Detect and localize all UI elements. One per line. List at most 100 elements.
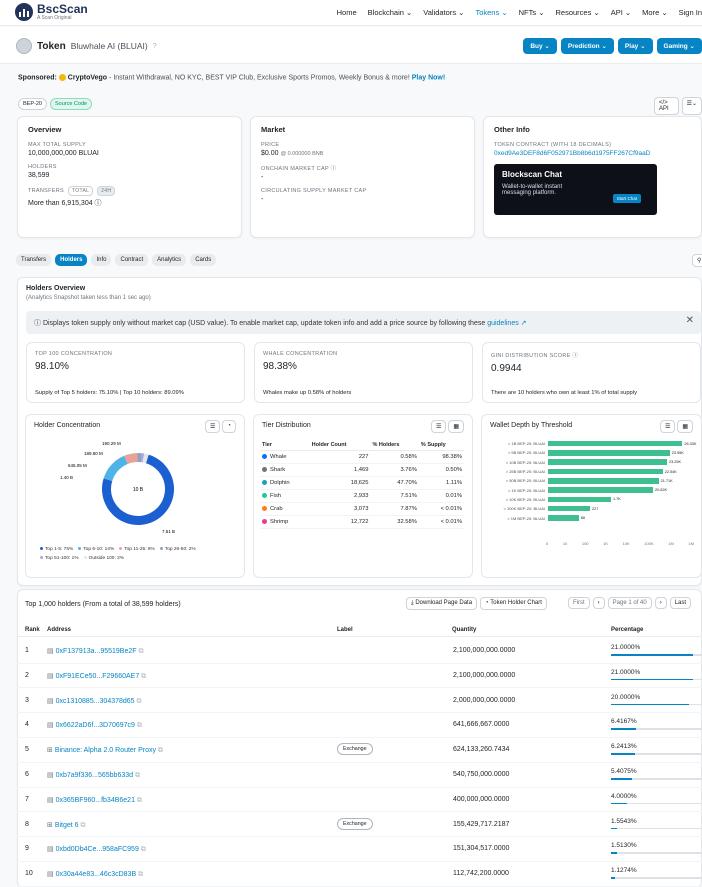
tab-total[interactable]: TOTAL: [68, 186, 94, 196]
depth-bar-row[interactable]: > 100K BEP-20: BLUAI 227: [492, 504, 697, 513]
more-options-button[interactable]: ☰⌄: [681, 97, 702, 115]
tab-cards[interactable]: Cards: [190, 254, 217, 266]
guidelines-link[interactable]: guidelines ↗: [487, 320, 527, 327]
nav-item-7[interactable]: More ⌄: [642, 8, 668, 17]
cryptovego-icon: [58, 74, 66, 81]
donut-slice[interactable]: [103, 455, 128, 482]
api-button[interactable]: </> API: [654, 97, 679, 115]
nav-item-0[interactable]: Home: [336, 8, 357, 17]
copy-icon[interactable]: ⧉: [134, 722, 142, 730]
depth-bar-row[interactable]: > 10K BEP-20: BLUAI 1.7K: [492, 495, 697, 504]
percentage-bar: [611, 802, 702, 805]
copy-icon[interactable]: ⧉: [78, 821, 86, 829]
legend-item[interactable]: Top 11-25: 6%: [119, 547, 155, 552]
holders-column-header: Address: [47, 627, 72, 633]
help-icon[interactable]: ?: [152, 42, 157, 50]
sponsored-banner: Sponsored: CryptoVego - Instant Withdraw…: [18, 74, 445, 81]
sponsored-brand[interactable]: CryptoVego: [67, 74, 108, 82]
holder-address[interactable]: ⊞ Bitget 6 ⧉: [47, 821, 86, 829]
contract-address[interactable]: 0xed9Ae3DEF8d6F052971Bb8b6d1975FF267Cf9a…: [494, 150, 651, 157]
tier-row: Crab 3,073 7.87% < 0.01%: [260, 502, 464, 517]
bscscan-logo[interactable]: BscScan A Scan Original: [15, 3, 88, 21]
copy-icon[interactable]: ⧉: [134, 796, 142, 804]
donut-slice[interactable]: [124, 453, 138, 465]
action-button-3[interactable]: Gaming ⌄: [656, 38, 702, 54]
tab-analytics[interactable]: Analytics: [152, 254, 187, 266]
download-button[interactable]: ⤓ Download Page Data: [406, 597, 478, 610]
legend-item[interactable]: Top 51-100: 1%: [40, 556, 79, 561]
depth-bar-row[interactable]: > 25B BEP-20: BLUAI 22.54K: [492, 467, 697, 476]
action-button-1[interactable]: Prediction ⌄: [560, 38, 614, 54]
table-view-icon[interactable]: ▦: [448, 420, 464, 433]
action-button-0[interactable]: Buy ⌄: [523, 38, 557, 54]
donut-slice[interactable]: [141, 453, 145, 463]
donut-label: 645.05 M: [68, 463, 87, 468]
close-icon[interactable]: ✕: [685, 315, 694, 326]
tab-transfers[interactable]: Transfers: [16, 254, 52, 266]
copy-icon[interactable]: ⧉: [139, 672, 147, 680]
holder-address[interactable]: ▤ 0xF91ECe50...F29660AE7 ⧉: [47, 672, 147, 680]
tab-24h[interactable]: 24H: [97, 186, 116, 196]
legend-item[interactable]: Outside 100: 2%: [83, 556, 124, 561]
copy-icon[interactable]: ⧉: [134, 697, 142, 705]
holder-address[interactable]: ▤ 0xc1310885...304378d65 ⧉: [47, 697, 142, 705]
tab-info[interactable]: Info: [91, 254, 112, 266]
holders-column-header: Label: [337, 627, 353, 633]
holder-address[interactable]: ▤ 0xF137913a...95519Be2F ⧉: [47, 648, 144, 655]
depth-bar-row[interactable]: > 50B BEP-20: BLUAI 21.71K: [492, 476, 697, 485]
nav-item-4[interactable]: NFTs ⌄: [518, 8, 545, 17]
nav-item-1[interactable]: Blockchain ⌄: [367, 8, 413, 17]
prev-page-button[interactable]: ‹: [592, 597, 605, 609]
holder-rank: 9: [25, 845, 29, 853]
play-now-link[interactable]: Play Now!: [411, 74, 446, 82]
donut-slice[interactable]: [142, 453, 149, 464]
search-icon[interactable]: ⚲: [692, 254, 702, 267]
depth-bar-row[interactable]: > 1K BEP-20: BLUAI 20.62K: [492, 485, 697, 494]
nav-item-8[interactable]: Sign In: [678, 8, 702, 17]
tier-cell: 18,625: [350, 480, 369, 487]
depth-bar-row[interactable]: > 10B BEP-20: BLUAI 23.25K: [492, 458, 697, 467]
list-view-icon[interactable]: ☰: [204, 420, 221, 433]
last-page-button[interactable]: Last: [669, 597, 692, 609]
first-page-button[interactable]: First: [568, 597, 590, 609]
tab-contract[interactable]: Contract: [115, 254, 149, 266]
list-view-icon[interactable]: ☰: [430, 420, 447, 433]
copy-icon[interactable]: ⧉: [155, 747, 163, 755]
depth-bar-row[interactable]: > 1M BEP-20: BLUAI 88: [492, 513, 697, 522]
depth-bar-row[interactable]: > 5B BEP-20: BLUAI 23.95K: [492, 448, 697, 457]
tab-holders[interactable]: Holders: [55, 254, 88, 266]
copy-icon[interactable]: ⧉: [133, 772, 140, 779]
action-button-2[interactable]: Play ⌄: [617, 38, 653, 54]
list-view-icon[interactable]: ☰: [659, 420, 676, 433]
legend-item[interactable]: Top 26-50: 2%: [159, 547, 196, 552]
depth-bar-row[interactable]: > 1B BEP-20: BLUAI 26.33K: [492, 439, 697, 448]
donut-label: 7.51 B: [162, 529, 175, 534]
source-code-badge[interactable]: Source Code: [49, 98, 93, 110]
next-page-button[interactable]: ›: [654, 597, 667, 609]
holder-address[interactable]: ▤ 0x30a44e83...46c3cD83B ⧉: [47, 871, 144, 879]
start-chat-button[interactable]: Start Chat: [612, 194, 641, 203]
holder-address[interactable]: ⊞ Binance: Alpha 2.0 Router Proxy ⧉: [47, 747, 163, 755]
holder-chart-button[interactable]: ◔ Token Holder Chart: [480, 597, 547, 610]
donut-slice[interactable]: [137, 453, 143, 463]
blockscan-chat-ad[interactable]: Blockscan Chat Wallet-to-wallet instant …: [494, 164, 657, 215]
holder-address[interactable]: ▤ 0x6622aD6f...3D70697c9 ⧉: [47, 722, 142, 730]
holder-address[interactable]: ▤ 0xb7a9f336...565bb633d ⧉: [47, 772, 140, 779]
holder-row: 1 ▤ 0xF137913a...95519Be2F ⧉ 2,100,000,000…: [17, 639, 702, 664]
chart-view-icon[interactable]: ◔: [222, 420, 236, 433]
depth-bar-label: > 1B BEP-20: BLUAI: [507, 441, 545, 447]
price-value: $0.00: [261, 150, 279, 157]
nav-item-3[interactable]: Tokens ⌄: [475, 8, 508, 17]
legend-item[interactable]: Top 1-5: 75%: [40, 547, 73, 552]
nav-item-6[interactable]: API ⌄: [610, 8, 632, 17]
copy-icon[interactable]: ⧉: [136, 871, 144, 879]
nav-item-5[interactable]: Resources ⌄: [555, 8, 600, 17]
nav-item-2[interactable]: Validators ⌄: [423, 8, 465, 17]
copy-icon[interactable]: ⧉: [136, 648, 144, 655]
copy-icon[interactable]: ⧉: [138, 846, 146, 854]
table-view-icon[interactable]: ▦: [677, 420, 693, 433]
token-header: Token Bluwhale AI (BLUAI) ? Buy ⌄ Predict…: [0, 27, 702, 64]
holder-address[interactable]: ▤ 0xbd0Db4Ce...958aFC959 ⧉: [47, 846, 146, 854]
holder-address[interactable]: ▤ 0x365BF960...fb34B6e21 ⧉: [47, 796, 142, 804]
legend-item[interactable]: Top 6-10: 14%: [78, 547, 114, 552]
